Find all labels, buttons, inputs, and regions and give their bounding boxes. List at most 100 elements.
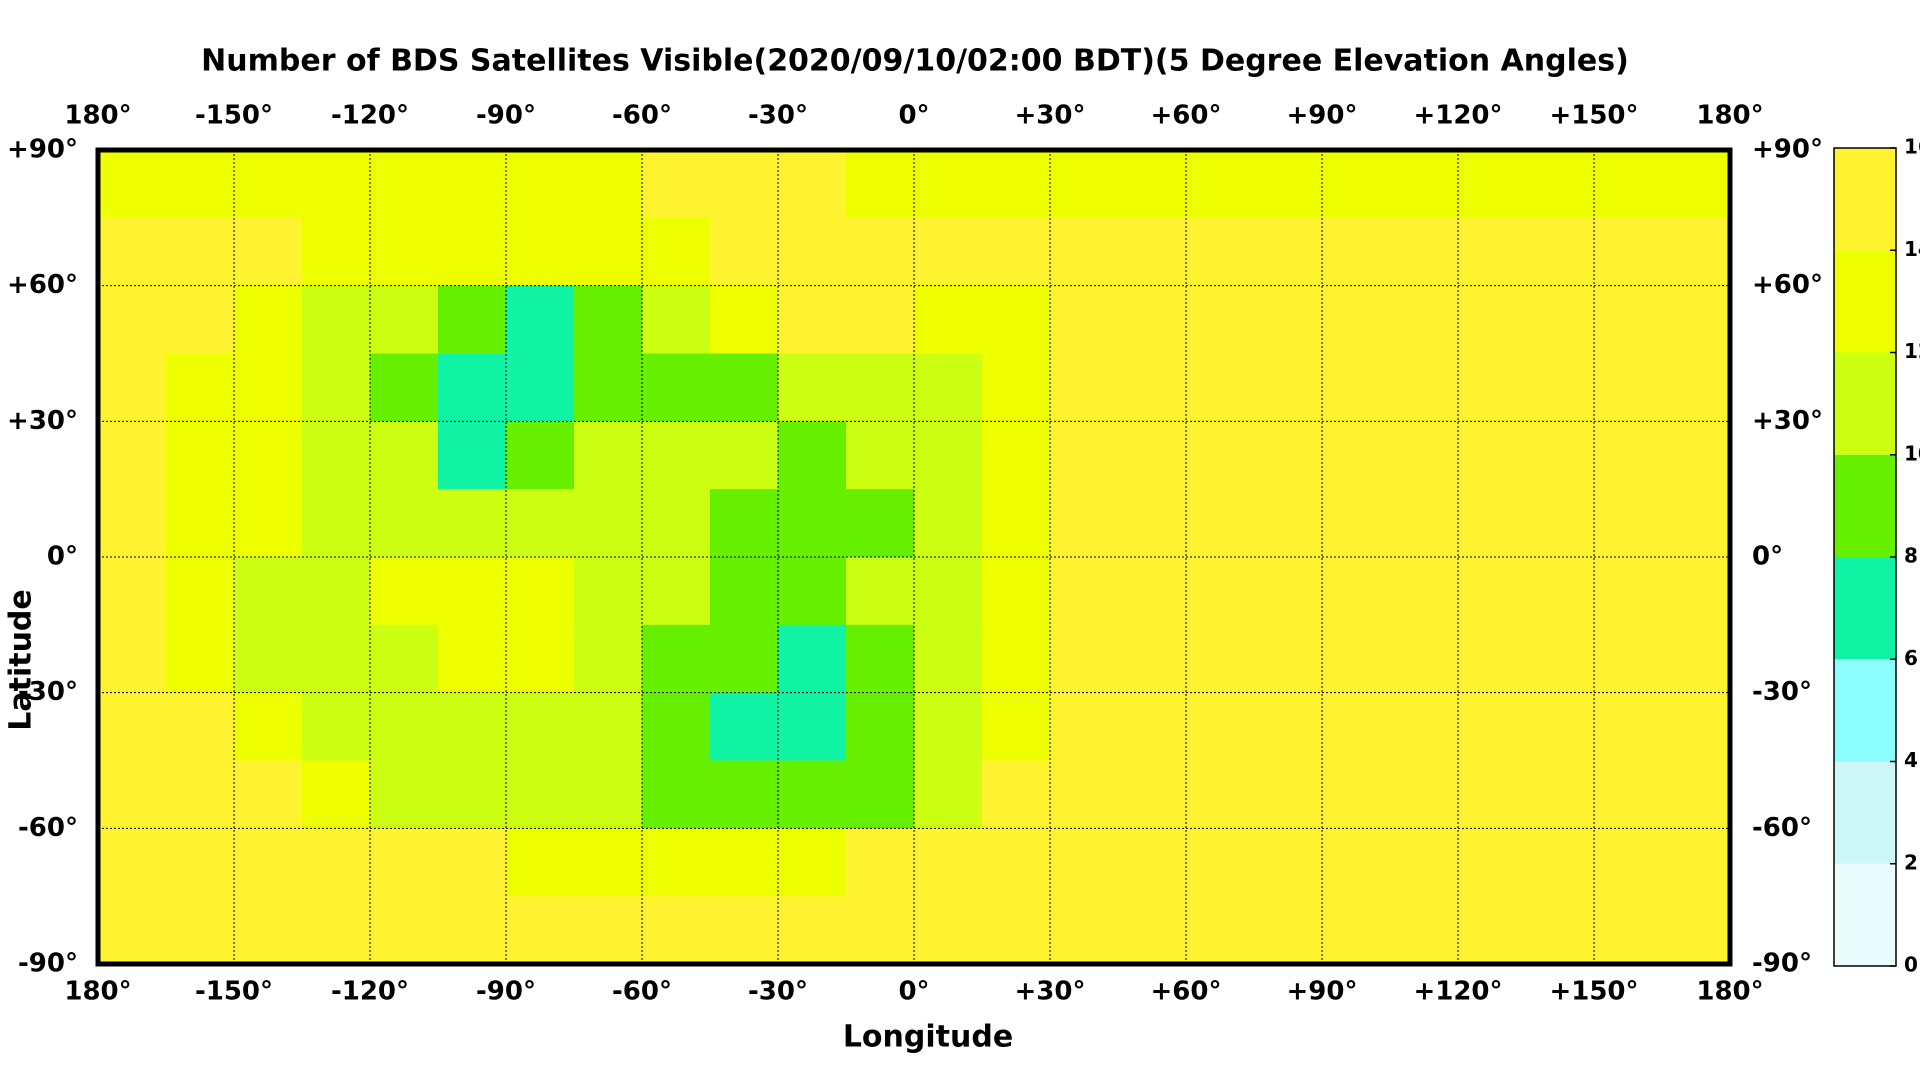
cell [1118, 692, 1187, 762]
cell [710, 760, 779, 829]
cell [438, 353, 507, 422]
cell [166, 896, 235, 965]
cell [1458, 150, 1527, 219]
cell [1594, 217, 1663, 287]
cell [1186, 150, 1255, 219]
x-tick-label-bottom: 180° [1696, 977, 1763, 1007]
cell [710, 896, 779, 965]
cell [302, 285, 371, 355]
cell [438, 217, 507, 287]
y-tick-label-right: 0° [1752, 542, 1783, 572]
cell [1050, 692, 1119, 762]
cell [506, 421, 575, 490]
cell [846, 217, 915, 287]
cell [166, 828, 235, 897]
cell [1458, 421, 1527, 490]
x-tick-label-bottom: -60° [612, 977, 672, 1007]
cell [1390, 828, 1459, 897]
cell [234, 828, 303, 897]
cell [166, 557, 235, 626]
cell [982, 150, 1051, 219]
cell [778, 285, 847, 355]
cell [506, 489, 575, 558]
plot-frame [95, 147, 1733, 967]
cell [1186, 896, 1255, 965]
cell [506, 150, 575, 219]
cell [370, 557, 439, 626]
cell [1254, 896, 1323, 965]
cell [1050, 760, 1119, 829]
x-axis-label: Longitude [843, 1020, 1013, 1055]
cell [1322, 624, 1391, 694]
cell [982, 489, 1051, 558]
cell [574, 760, 643, 829]
cell [710, 353, 779, 422]
cell [1322, 828, 1391, 897]
cell [1390, 489, 1459, 558]
cell [1390, 624, 1459, 694]
cell [574, 557, 643, 626]
cell [1254, 760, 1323, 829]
x-tick-label-top: 180° [1696, 101, 1763, 131]
x-tick-label-top: 180° [64, 101, 131, 131]
cell [1254, 692, 1323, 762]
cell [302, 760, 371, 829]
y-axis-label: Latitude [4, 589, 39, 731]
cell [1594, 760, 1663, 829]
cell [1118, 624, 1187, 694]
cell [1186, 489, 1255, 558]
cell [98, 760, 167, 829]
cell [1254, 624, 1323, 694]
cell [1458, 692, 1527, 762]
cell [1118, 489, 1187, 558]
cell [506, 692, 575, 762]
x-tick-label-top: -30° [748, 101, 808, 131]
cell [914, 217, 983, 287]
cell [1186, 692, 1255, 762]
cell [574, 624, 643, 694]
y-tick-label-right: -60° [1752, 813, 1812, 843]
x-tick-label-top: -150° [195, 101, 273, 131]
cell [1594, 285, 1663, 355]
cell [166, 692, 235, 762]
cell [710, 557, 779, 626]
cell [914, 896, 983, 965]
cell [642, 217, 711, 287]
cell [1254, 421, 1323, 490]
cell [1186, 557, 1255, 626]
y-tick-label-right: +90° [1752, 135, 1823, 165]
cell [234, 285, 303, 355]
colorbar-segment [1834, 250, 1896, 353]
cell [1050, 217, 1119, 287]
cell [574, 217, 643, 287]
x-tick-label-bottom: +120° [1413, 977, 1502, 1007]
cell [1662, 557, 1731, 626]
cell [506, 828, 575, 897]
cell [778, 760, 847, 829]
cell [1050, 285, 1119, 355]
cell [234, 150, 303, 219]
cell [98, 285, 167, 355]
cell [1050, 624, 1119, 694]
cell [642, 557, 711, 626]
cell [846, 489, 915, 558]
cell [1118, 150, 1187, 219]
cell [846, 624, 915, 694]
cell [642, 828, 711, 897]
cell [166, 353, 235, 422]
cell [1118, 896, 1187, 965]
cell [1458, 353, 1527, 422]
cell [1458, 760, 1527, 829]
cell [642, 421, 711, 490]
cell [1594, 896, 1663, 965]
x-tick-label-top: -60° [612, 101, 672, 131]
cell [234, 421, 303, 490]
cell [1390, 353, 1459, 422]
cell [506, 896, 575, 965]
cell [642, 896, 711, 965]
cell [1322, 353, 1391, 422]
cell [1458, 557, 1527, 626]
cell [234, 760, 303, 829]
cell [846, 828, 915, 897]
y-tick-label-left: +90° [7, 135, 78, 165]
